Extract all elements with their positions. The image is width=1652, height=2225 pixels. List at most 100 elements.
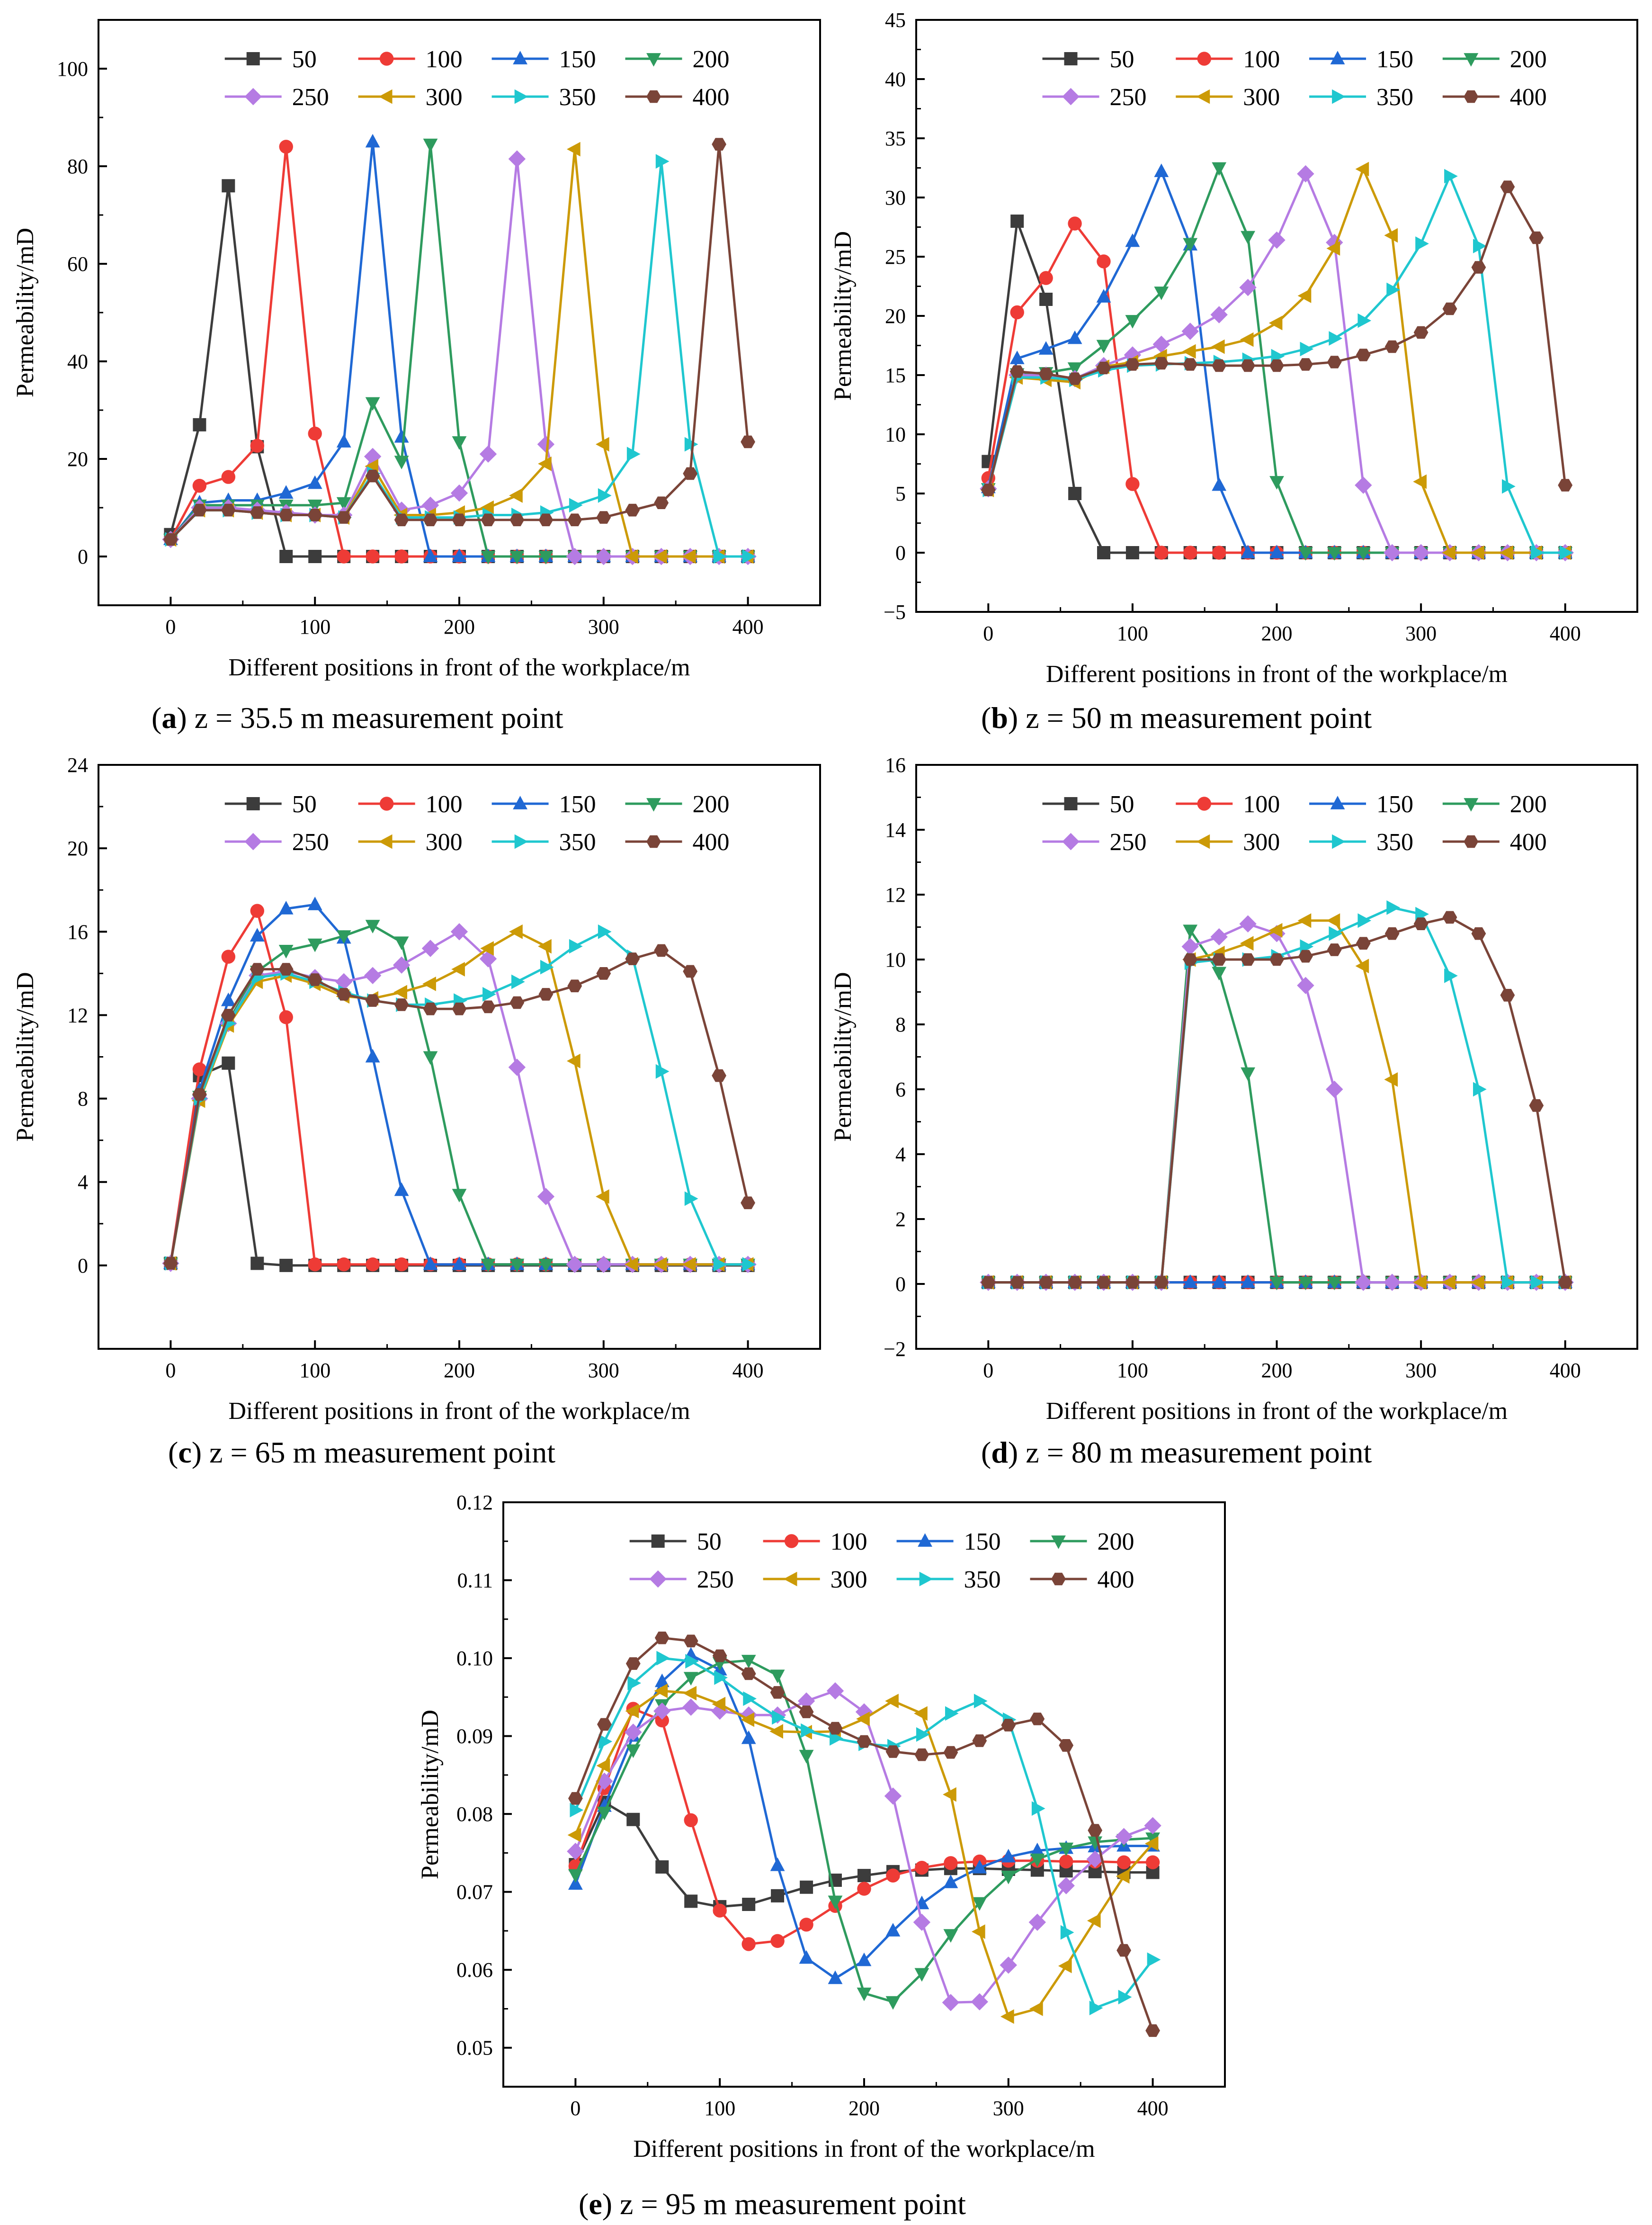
caption-letter: d (991, 1435, 1008, 1469)
data-point-300 (393, 985, 407, 1000)
data-point-150 (1067, 330, 1082, 344)
data-point-400 (1413, 326, 1429, 339)
legend-swatch-marker (1332, 89, 1346, 104)
data-point-350 (511, 974, 525, 989)
y-tick-label: 40 (885, 68, 906, 91)
data-point-400 (452, 1002, 467, 1015)
data-point-300 (914, 1706, 928, 1721)
data-point-350 (626, 447, 641, 462)
data-point-200 (857, 1987, 872, 2001)
data-point-200 (1298, 547, 1313, 561)
x-axis-label: Different positions in front of the work… (1046, 1398, 1508, 1425)
panel-caption: (d) z = 80 m measurement point (981, 1435, 1372, 1469)
y-tick-label: 0 (895, 541, 906, 565)
data-point-300 (1268, 315, 1283, 331)
data-point-400 (885, 1745, 901, 1758)
data-point-250 (1181, 323, 1199, 340)
x-tick-label: 400 (1550, 1359, 1581, 1382)
data-point-250 (1355, 1274, 1372, 1291)
data-point-400 (1125, 1276, 1140, 1289)
data-point-350 (1415, 236, 1429, 251)
legend-swatch-marker (1332, 834, 1346, 849)
data-point-400 (1030, 1713, 1045, 1725)
data-point-400 (538, 988, 554, 1001)
data-point-300 (1240, 936, 1254, 951)
data-point-250 (566, 1256, 583, 1273)
legend-label: 150 (1376, 791, 1413, 818)
legend-swatch-marker (1197, 52, 1211, 66)
caption-letter: c (178, 1435, 191, 1469)
data-point-200 (770, 1669, 785, 1684)
x-tick-label: 0 (570, 2097, 580, 2120)
data-point-200 (365, 397, 380, 411)
legend-swatch-marker (783, 1571, 797, 1587)
data-point-150 (1183, 1274, 1198, 1288)
data-point-250 (450, 484, 468, 502)
data-point-350 (1530, 1275, 1545, 1290)
data-point-150 (1001, 1848, 1016, 1863)
data-point-400 (1298, 358, 1313, 371)
data-point-50 (250, 1256, 264, 1270)
legend-swatch-marker (246, 797, 260, 810)
data-point-200 (914, 1968, 929, 1982)
data-point-350 (713, 549, 727, 564)
data-point-400 (1067, 372, 1082, 385)
data-point-300 (741, 1712, 755, 1727)
legend-item-300: 300 (358, 829, 463, 856)
data-point-50 (308, 550, 322, 563)
data-point-300 (1058, 1958, 1072, 1974)
data-point-300 (712, 1696, 726, 1712)
caption-paren-close: ) (1008, 1435, 1026, 1469)
data-point-150 (972, 1859, 987, 1874)
data-point-100 (944, 1856, 958, 1870)
legend-label: 50 (697, 1528, 722, 1555)
legend-swatch-marker (1464, 53, 1479, 67)
legend-item-250: 250 (224, 829, 329, 856)
legend-label: 350 (964, 1566, 1001, 1593)
data-point-400 (1038, 1276, 1054, 1289)
data-point-200 (481, 1258, 496, 1273)
legend-item-400: 400 (625, 829, 730, 856)
data-point-400 (1558, 1276, 1573, 1289)
y-tick-label: 35 (885, 127, 906, 150)
data-point-400 (278, 963, 294, 976)
data-point-50 (684, 1894, 698, 1908)
data-point-400 (221, 1009, 236, 1022)
legend-label: 100 (426, 46, 463, 73)
legend-swatch-marker (1196, 89, 1210, 104)
x-tick-label: 300 (1405, 622, 1437, 645)
data-point-350 (1089, 2001, 1103, 2016)
data-point-300 (943, 1787, 956, 1802)
data-point-300 (769, 1724, 783, 1739)
data-point-350 (598, 1734, 613, 1749)
data-point-350 (685, 1654, 699, 1669)
data-point-100 (192, 478, 207, 493)
data-point-400 (278, 509, 294, 521)
data-point-150 (770, 1857, 785, 1871)
data-point-300 (1029, 2001, 1043, 2016)
data-point-400 (250, 963, 265, 976)
data-point-300 (451, 962, 465, 977)
chart-panel-e: 0 100 200 300 400 0.05 0.06 0.07 0.08 0.09 0.10 0.1… (417, 1491, 1226, 2221)
data-point-300 (567, 1053, 580, 1068)
series-line-400 (988, 916, 1567, 1284)
data-point-400 (1269, 953, 1284, 966)
data-point-250 (1144, 1817, 1161, 1834)
data-point-300 (1471, 545, 1484, 560)
data-point-150 (1269, 545, 1284, 558)
data-point-100 (279, 1010, 293, 1024)
data-point-50 (800, 1880, 813, 1894)
legend-swatch-marker (649, 1570, 667, 1588)
legend-label: 400 (1510, 829, 1547, 856)
data-point-200 (1241, 1067, 1255, 1081)
data-point-50 (1125, 546, 1139, 559)
legend-item-100: 100 (358, 791, 463, 818)
data-point-400 (1067, 1276, 1082, 1289)
y-tick-label: 4 (78, 1171, 88, 1194)
data-point-150 (278, 901, 294, 915)
y-tick-label: 8 (78, 1087, 88, 1111)
data-point-300 (1500, 545, 1513, 560)
data-point-300 (653, 1257, 667, 1272)
data-point-300 (1384, 228, 1398, 243)
data-point-50 (857, 1869, 871, 1883)
